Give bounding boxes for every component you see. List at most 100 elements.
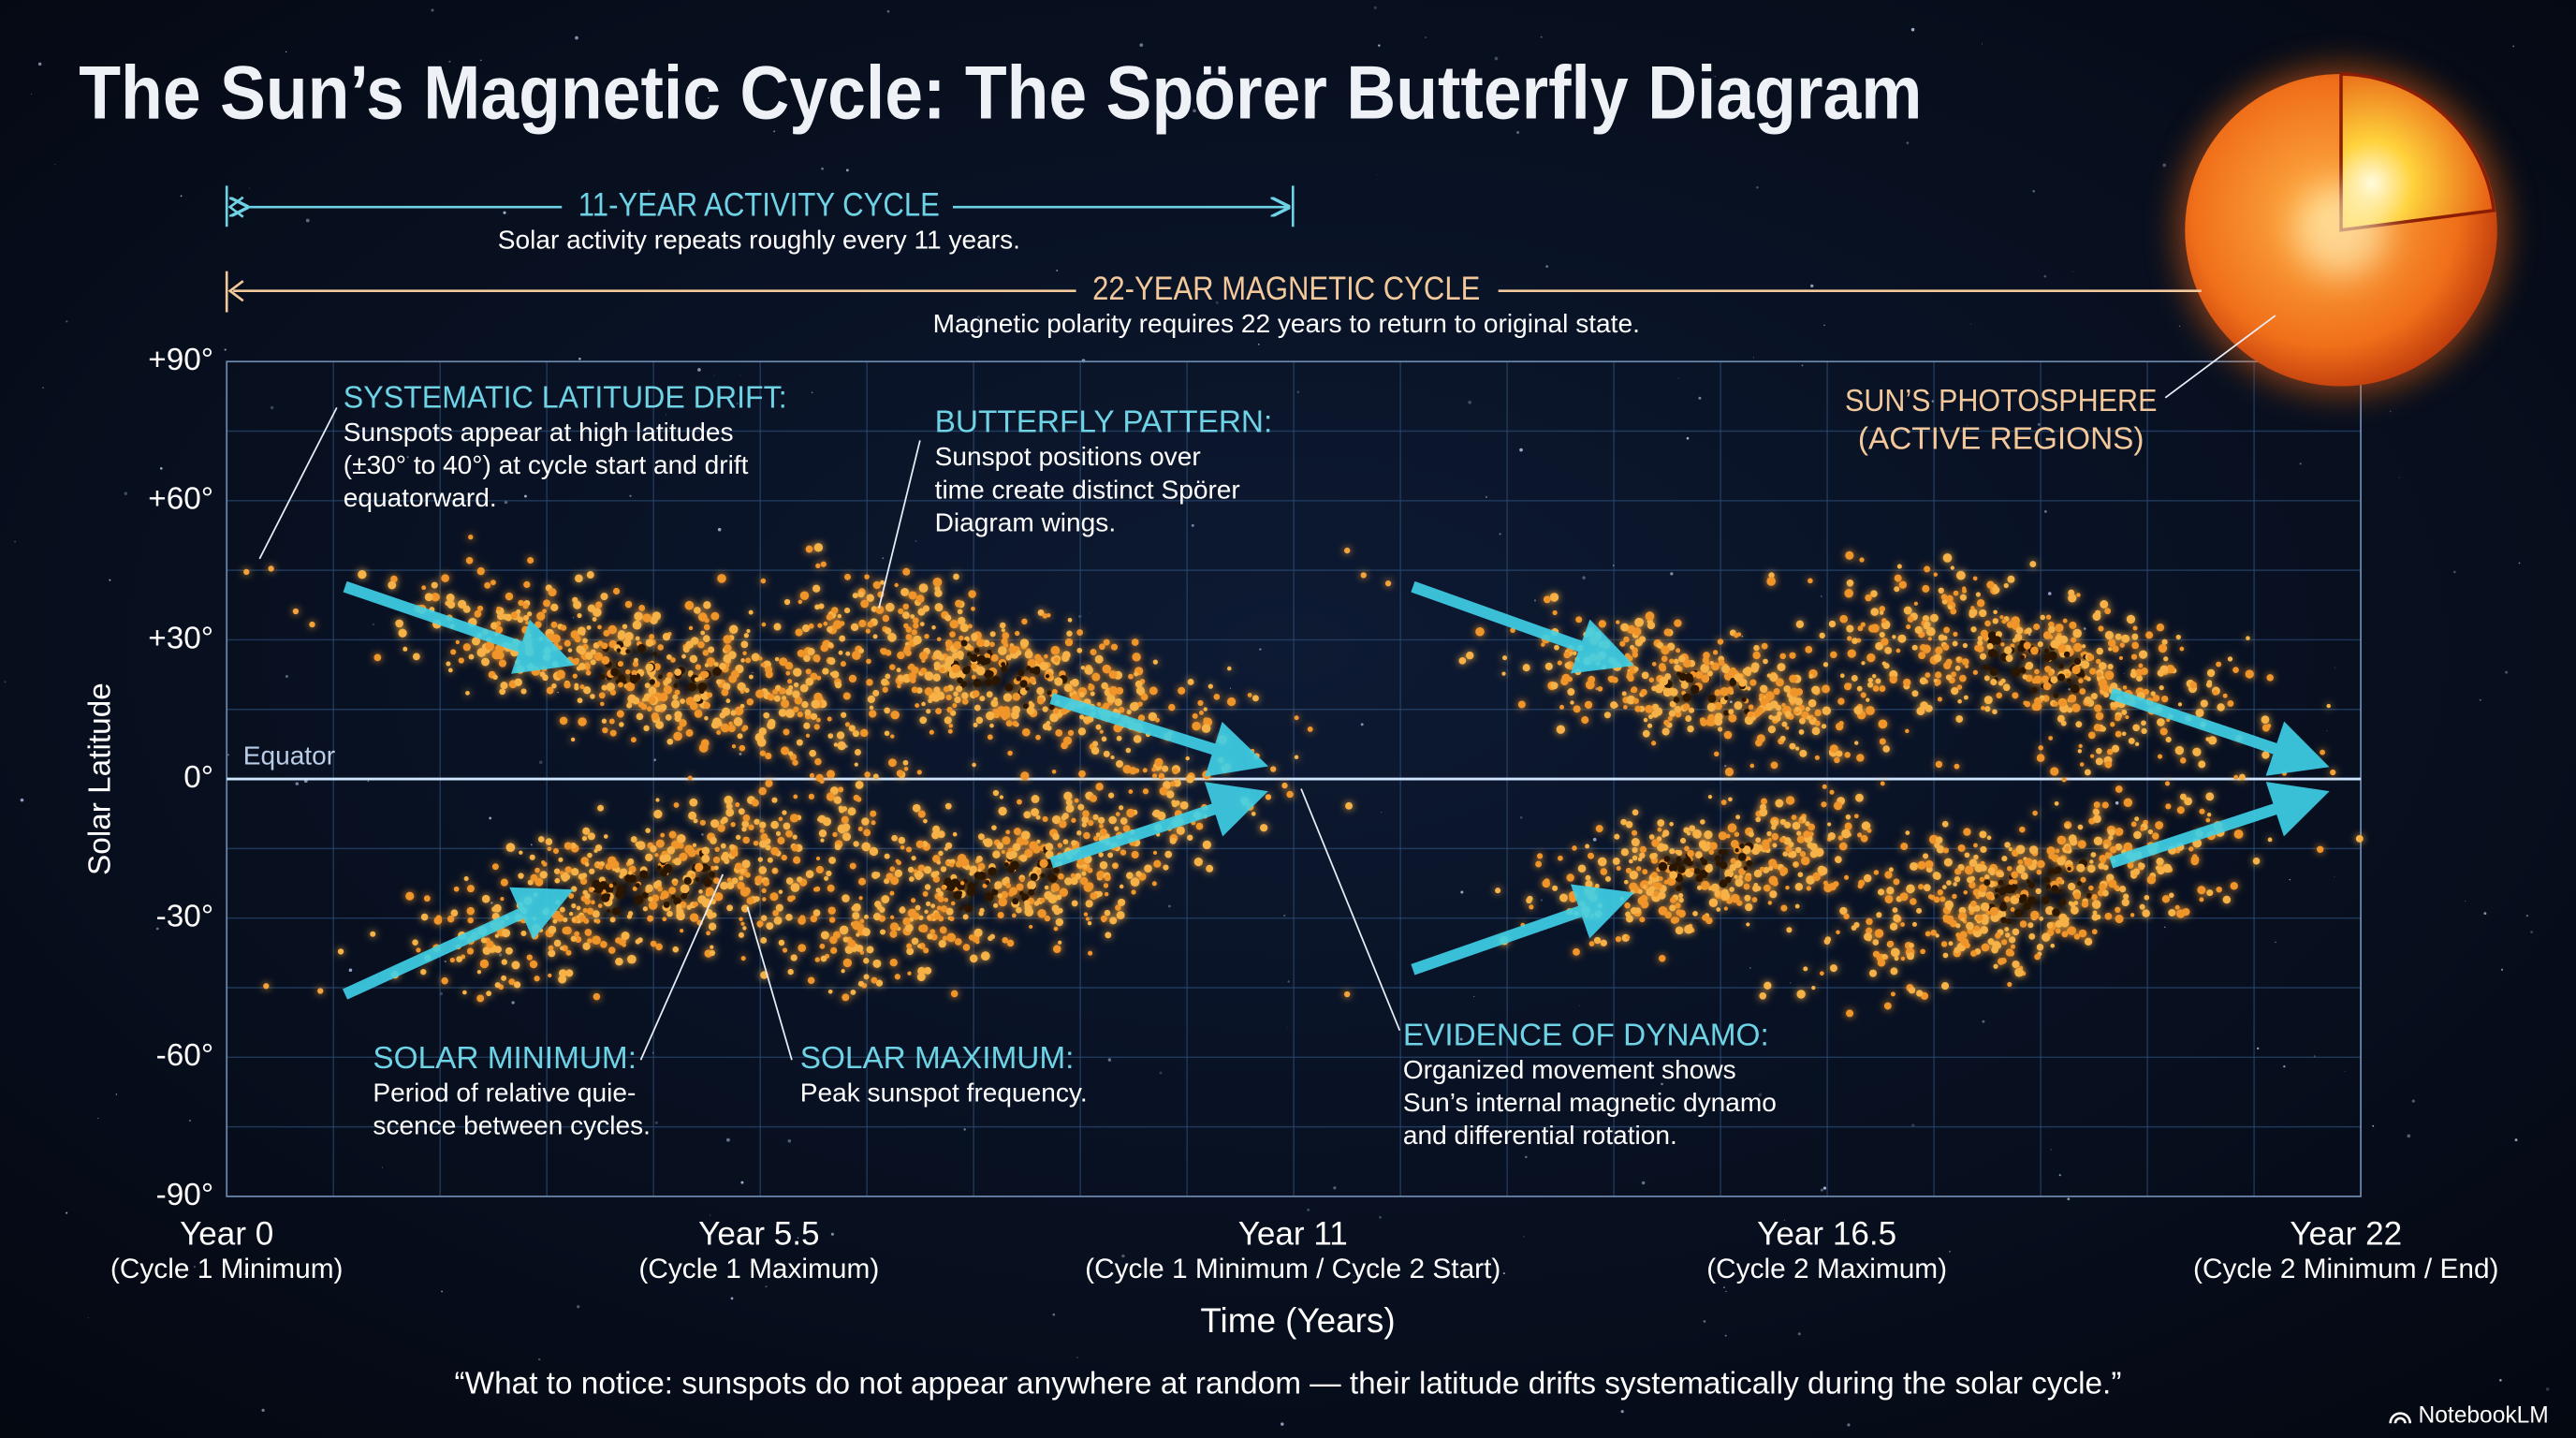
sunspot [1963,695,1969,700]
sunspot [1012,843,1021,852]
sunspot [1851,675,1858,682]
sunspot [2071,637,2077,643]
sunspot [842,692,851,700]
sunspot [632,886,637,891]
sunspot [598,864,604,870]
sunspot [1916,990,1924,997]
sunspot [905,634,913,640]
sunspot [659,855,668,863]
sunspot [739,868,746,874]
sunspot [724,858,730,864]
sunspot [1866,697,1870,702]
sunspot [1253,753,1260,759]
sunspot [1137,714,1146,722]
sunspot [2132,625,2138,631]
sunspot [1828,620,1837,628]
sunspot [560,946,564,950]
sunspot [2098,625,2104,632]
sunspot [1093,835,1099,842]
annotation-text: Sunspot positions over [935,442,1201,471]
sunspot [1090,746,1100,756]
sunspot [1131,889,1136,895]
sunspot [1526,897,1532,904]
sunspot [905,626,913,633]
sunspot [968,590,976,598]
sunspot [2205,737,2210,741]
sunspot [1889,675,1897,684]
sunspot [1058,940,1062,945]
sunspot [642,613,651,623]
sunspot [782,696,787,701]
sunspot [858,648,864,653]
sunspot [1529,904,1534,910]
sunspot [1925,931,1931,937]
sunspot [814,957,820,962]
sunspot [907,908,916,917]
sunspot [1675,902,1681,909]
sunspot [977,868,982,873]
sunspot [2084,696,2092,705]
sunspot [1683,857,1691,865]
sunspot [2115,906,2121,914]
sunspot [575,574,583,583]
star [2037,422,2041,426]
sunspot [1860,622,1866,627]
sunspot [1082,863,1088,870]
sunspot [2039,916,2044,921]
sunspot [2029,561,2037,568]
sunspot [600,593,608,601]
sunspot [1061,813,1069,820]
sunspot [1872,685,1880,692]
sunspot [1270,766,1277,772]
star [2334,875,2335,877]
sunspot [2019,654,2025,660]
star [1333,1186,1337,1190]
sunspot [988,935,993,942]
sunspot [938,940,946,948]
sunspot [864,914,869,919]
sunspot [1162,765,1169,772]
sunspot [539,871,548,879]
sunspot [985,679,992,686]
sunspot [2130,668,2136,674]
sunspot [1017,799,1022,805]
sunspot [2157,867,2165,875]
sunspot [1892,907,1898,914]
sunspot [551,910,561,919]
sunspot [774,656,780,662]
sunspot [1823,883,1833,893]
sunspot [1986,642,1994,650]
sunspot [815,865,824,874]
sunspot [2008,847,2012,852]
sunspot [1993,609,1998,615]
sunspot [693,902,698,907]
sunspot [681,653,686,659]
sunspot [1795,846,1802,854]
sunspot [466,906,475,916]
sunspot [1128,673,1134,680]
sunspot [1873,870,1880,875]
sunspot [740,921,745,926]
sunspot [978,911,984,917]
sunspot [933,912,941,920]
drift-arrow [2109,687,2330,776]
sunspot [1018,890,1024,896]
star [740,1181,744,1184]
sunspot [834,681,842,689]
sunspot [1029,924,1033,930]
sunspot [1905,830,1910,835]
star [2050,1149,2052,1151]
sunspot [934,603,944,612]
sunspot [2197,886,2206,895]
sunspot [902,567,911,576]
sunspot [468,653,475,660]
sunspot [1743,866,1749,871]
sunspot [881,678,888,686]
sunspot [1796,835,1805,844]
sunspot [1114,826,1120,831]
sunspot [1050,883,1060,892]
sunspot [848,725,856,732]
sunspot [1876,912,1882,918]
sunspot [1718,726,1723,732]
